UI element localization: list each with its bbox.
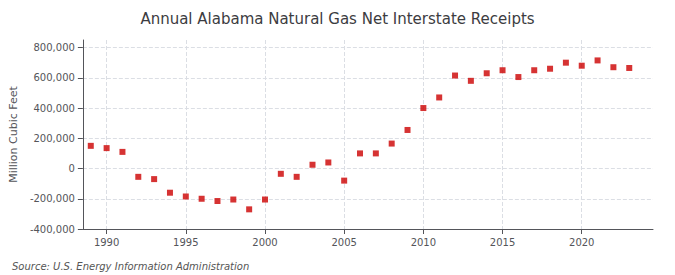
svg-text:2020: 2020: [569, 237, 594, 248]
svg-text:2000: 2000: [252, 237, 277, 248]
svg-text:400,000: 400,000: [34, 103, 75, 114]
svg-text:-200,000: -200,000: [30, 193, 75, 204]
svg-text:2015: 2015: [490, 237, 515, 248]
svg-text:Million Cubic Feet: Million Cubic Feet: [7, 85, 20, 182]
svg-text:1995: 1995: [173, 237, 198, 248]
svg-text:-400,000: -400,000: [30, 224, 75, 235]
svg-text:1990: 1990: [94, 237, 119, 248]
svg-text:200,000: 200,000: [34, 133, 75, 144]
svg-text:Source: U.S. Energy Informatio: Source: U.S. Energy Information Administ…: [12, 261, 249, 272]
svg-text:Annual Alabama Natural Gas Net: Annual Alabama Natural Gas Net Interstat…: [140, 10, 534, 28]
svg-text:0: 0: [68, 163, 74, 174]
svg-text:2010: 2010: [411, 237, 436, 248]
svg-text:600,000: 600,000: [34, 72, 75, 83]
svg-text:800,000: 800,000: [34, 42, 75, 53]
svg-text:2005: 2005: [331, 237, 356, 248]
